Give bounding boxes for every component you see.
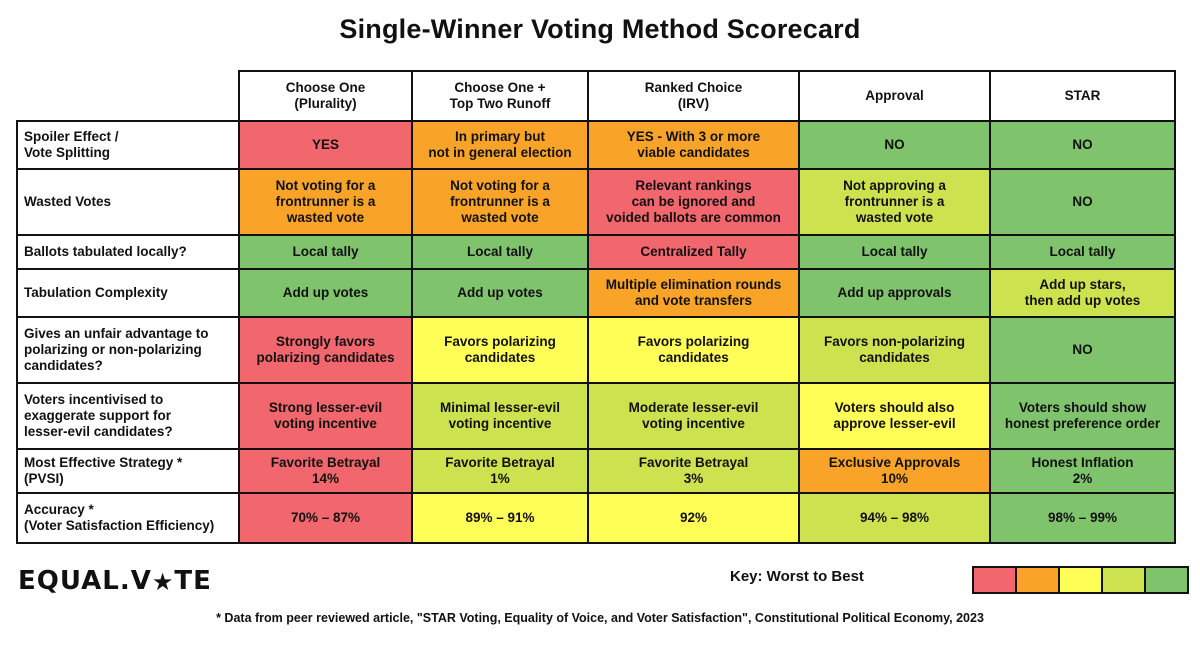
score-cell: Local tally: [798, 234, 991, 270]
equal-vote-logo: EQUAL.V★TE: [18, 566, 212, 596]
score-cell: Favors polarizing candidates: [411, 316, 589, 384]
column-header: Choose One (Plurality): [238, 70, 413, 122]
score-cell: Exclusive Approvals 10%: [798, 448, 991, 494]
score-cell: Voters should also approve lesser-evil: [798, 382, 991, 450]
score-cell: Not approving a frontrunner is a wasted …: [798, 168, 991, 236]
corner-cell: [17, 71, 240, 122]
row-label: Wasted Votes: [16, 168, 240, 236]
key-swatch-worst: [974, 568, 1017, 592]
score-cell: Add up stars, then add up votes: [989, 268, 1176, 318]
row-label: Voters incentivised to exaggerate suppor…: [16, 382, 240, 450]
table-row: Spoiler Effect / Vote Splitting YES In pri…: [16, 120, 1176, 170]
score-cell: In primary but not in general election: [411, 120, 589, 170]
row-label: Most Effective Strategy * (PVSI): [16, 448, 240, 494]
score-cell: Not voting for a frontrunner is a wasted…: [238, 168, 413, 236]
table-row: Most Effective Strategy * (PVSI) Favorite…: [16, 448, 1176, 494]
table-row: Ballots tabulated locally? Local tally Loc…: [16, 234, 1176, 270]
scorecard-table: Choose One (Plurality) Choose One + Top …: [16, 70, 1176, 544]
column-header: Choose One + Top Two Runoff: [411, 70, 589, 122]
score-cell: Not voting for a frontrunner is a wasted…: [411, 168, 589, 236]
score-cell: Favors polarizing candidates: [587, 316, 800, 384]
key-swatch-bad: [1017, 568, 1060, 592]
score-cell: Honest Inflation 2%: [989, 448, 1176, 494]
score-cell: Favorite Betrayal 14%: [238, 448, 413, 494]
score-cell: NO: [989, 120, 1176, 170]
key-swatch-best: [1146, 568, 1187, 592]
score-cell: 92%: [587, 492, 800, 544]
row-label: Gives an unfair advantage to polarizing …: [16, 316, 240, 384]
key-swatch-medium: [1060, 568, 1103, 592]
score-cell: Minimal lesser-evil voting incentive: [411, 382, 589, 450]
score-cell: Strongly favors polarizing candidates: [238, 316, 413, 384]
score-cell: Strong lesser-evil voting incentive: [238, 382, 413, 450]
score-cell: Favorite Betrayal 3%: [587, 448, 800, 494]
score-cell: Favorite Betrayal 1%: [411, 448, 589, 494]
score-cell: 98% – 99%: [989, 492, 1176, 544]
score-cell: 94% – 98%: [798, 492, 991, 544]
score-cell: Local tally: [411, 234, 589, 270]
key-label: Key: Worst to Best: [730, 568, 864, 585]
score-cell: NO: [798, 120, 991, 170]
row-label: Spoiler Effect / Vote Splitting: [16, 120, 240, 170]
score-cell: Local tally: [989, 234, 1176, 270]
page-title: Single-Winner Voting Method Scorecard: [339, 14, 861, 44]
logo-text: EQUAL.V: [18, 566, 152, 596]
score-cell: YES - With 3 or more viable candidates: [587, 120, 800, 170]
column-header: Approval: [798, 70, 991, 122]
column-header: STAR: [989, 70, 1176, 122]
score-cell: Local tally: [238, 234, 413, 270]
row-label: Accuracy * (Voter Satisfaction Efficienc…: [16, 492, 240, 544]
score-cell: 89% – 91%: [411, 492, 589, 544]
score-cell: Add up approvals: [798, 268, 991, 318]
logo-suffix: TE: [174, 566, 212, 596]
score-cell: NO: [989, 316, 1176, 384]
key-color-scale: [972, 566, 1189, 594]
score-cell: Relevant rankings can be ignored and voi…: [587, 168, 800, 236]
logo-star-icon: ★: [151, 568, 175, 596]
row-label: Tabulation Complexity: [16, 268, 240, 318]
score-cell: Add up votes: [411, 268, 589, 318]
score-cell: Centralized Tally: [587, 234, 800, 270]
table-row: Wasted Votes Not voting for a frontrunner…: [16, 168, 1176, 236]
score-cell: 70% – 87%: [238, 492, 413, 544]
header-row: Choose One (Plurality) Choose One + Top …: [17, 70, 1176, 122]
score-cell: Multiple elimination rounds and vote tra…: [587, 268, 800, 318]
score-cell: Add up votes: [238, 268, 413, 318]
score-cell: YES: [238, 120, 413, 170]
table-row: Accuracy * (Voter Satisfaction Efficienc…: [16, 492, 1176, 544]
score-cell: Favors non-polarizing candidates: [798, 316, 991, 384]
score-cell: Moderate lesser-evil voting incentive: [587, 382, 800, 450]
score-cell: Voters should show honest preference ord…: [989, 382, 1176, 450]
key-swatch-good: [1103, 568, 1146, 592]
footnote: * Data from peer reviewed article, "STAR…: [216, 611, 984, 625]
table-row: Gives an unfair advantage to polarizing …: [16, 316, 1176, 384]
table-row: Tabulation Complexity Add up votes Add up …: [16, 268, 1176, 318]
row-label: Ballots tabulated locally?: [16, 234, 240, 270]
score-cell: NO: [989, 168, 1176, 236]
table-row: Voters incentivised to exaggerate suppor…: [16, 382, 1176, 450]
column-header: Ranked Choice (IRV): [587, 70, 800, 122]
